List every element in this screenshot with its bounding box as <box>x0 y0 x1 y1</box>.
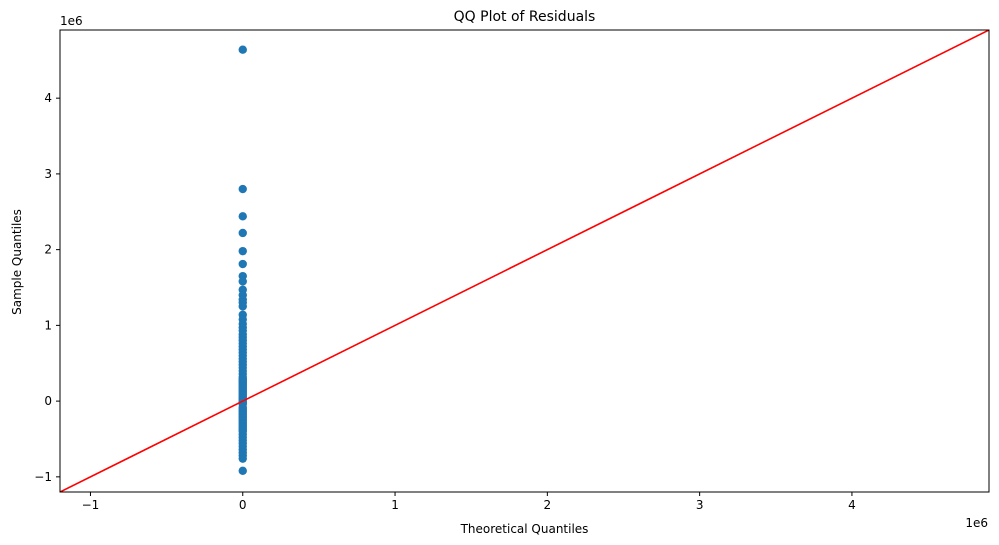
data-point <box>238 302 247 311</box>
reference-line <box>60 30 989 492</box>
data-point <box>238 45 247 54</box>
x-tick-label: 0 <box>239 498 247 512</box>
y-tick-label: 3 <box>44 167 52 181</box>
y-tick-label: 2 <box>44 243 52 257</box>
x-tick-label: 1 <box>391 498 399 512</box>
x-tick-label: 4 <box>848 498 856 512</box>
y-tick-label: 4 <box>44 91 52 105</box>
data-point <box>238 454 247 463</box>
data-point <box>238 246 247 256</box>
y-axis-ticks: −1 0 1 2 3 4 <box>34 91 60 484</box>
data-point <box>238 228 247 238</box>
data-point <box>238 259 247 269</box>
x-axis-offset-label: 1e6 <box>965 516 988 530</box>
data-point <box>238 374 247 383</box>
data-point <box>238 466 247 475</box>
data-point <box>238 425 247 435</box>
plot-area <box>60 30 989 492</box>
axes-border <box>59 29 990 493</box>
x-tick-label: 3 <box>696 498 704 512</box>
y-tick-label: 1 <box>44 318 52 332</box>
y-axis-offset-label: 1e6 <box>60 14 83 28</box>
x-tick-label: 2 <box>544 498 552 512</box>
data-point <box>238 277 247 286</box>
plot-content <box>60 30 989 492</box>
x-axis-label: Theoretical Quantiles <box>460 522 589 536</box>
chart-title: QQ Plot of Residuals <box>454 9 596 25</box>
y-tick-label: 0 <box>44 394 52 408</box>
data-point <box>238 212 247 221</box>
y-axis-label: Sample Quantiles <box>10 209 24 315</box>
axes-frame <box>59 29 990 493</box>
x-axis-ticks: −1 0 1 2 3 4 <box>82 492 856 512</box>
x-tick-label: −1 <box>82 498 100 512</box>
y-tick-label: −1 <box>34 470 52 484</box>
data-point <box>238 184 247 194</box>
